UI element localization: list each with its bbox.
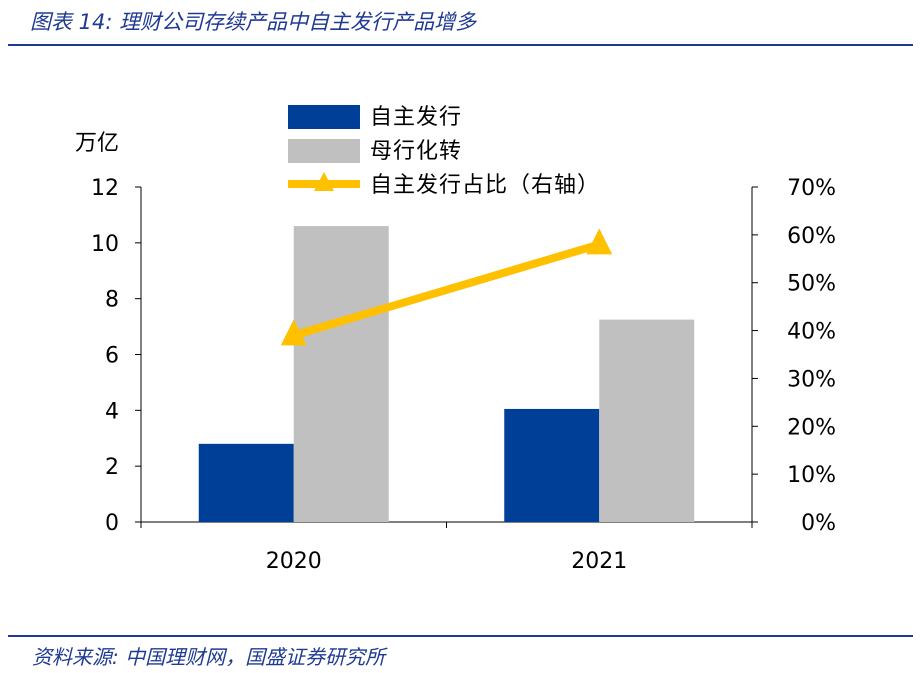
x-tick-label: 2020	[266, 549, 322, 574]
bar-self-issued	[198, 443, 294, 522]
bar-parent-transfer	[599, 319, 695, 522]
legend-swatch-parent-transfer	[288, 139, 360, 163]
right-tick-label: 70%	[787, 176, 836, 201]
right-tick-label: 60%	[787, 224, 836, 249]
legend-label: 自主发行占比（右轴）	[370, 173, 600, 198]
left-tick-label: 0	[105, 511, 119, 536]
left-tick-label: 8	[105, 288, 119, 313]
left-tick-label: 12	[91, 176, 119, 201]
x-tick-label: 2021	[571, 549, 627, 574]
ratio-line	[289, 240, 604, 340]
legend-swatch-ratio-marker	[314, 172, 334, 191]
ratio-marker-triangle	[280, 319, 307, 346]
left-tick-label: 2	[105, 455, 119, 480]
left-tick-label: 6	[105, 344, 119, 369]
right-tick-label: 10%	[787, 463, 836, 488]
legend-label: 母行化转	[370, 139, 462, 164]
legend-label: 自主发行	[370, 105, 462, 130]
bar-parent-transfer	[293, 226, 389, 523]
right-tick-label: 20%	[787, 415, 836, 440]
figure-title: 图表 14: 理财公司存续产品中自主发行产品增多	[30, 10, 477, 34]
y-axis-unit-label: 万亿	[75, 131, 119, 156]
left-tick-label: 4	[105, 399, 119, 424]
bottom-rule	[8, 635, 913, 637]
legend-swatch-self-issued	[288, 105, 360, 129]
right-tick-label: 40%	[787, 320, 836, 345]
source-note: 资料来源: 中国理财网，国盛证券研究所	[32, 645, 386, 669]
right-tick-label: 30%	[787, 367, 836, 392]
bar-self-issued	[504, 408, 600, 522]
ratio-marker-triangle	[586, 228, 613, 255]
left-tick-label: 10	[91, 232, 119, 257]
right-tick-label: 0%	[801, 511, 836, 536]
top-rule	[8, 44, 913, 46]
right-tick-label: 50%	[787, 272, 836, 297]
